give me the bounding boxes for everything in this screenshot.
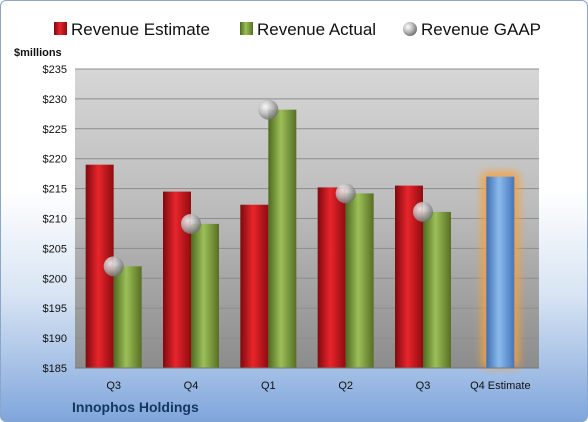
legend-label-revenue-actual: Revenue Actual (257, 20, 376, 39)
bar-revenue-actual (191, 223, 219, 368)
x-axis-ticks: Q3 Q4 Q1 Q2 Q3 Q4 Estimate (106, 380, 530, 392)
legend-item-revenue-actual: Revenue Actual (240, 20, 376, 39)
marker-revenue-gaap (103, 256, 124, 277)
x-tick-label: Q3 (106, 380, 121, 392)
legend: Revenue Estimate Revenue Actual Revenue … (54, 20, 541, 39)
y-tick-label: $220 (43, 154, 67, 166)
marker-revenue-gaap (413, 201, 433, 222)
y-tick-label: $235 (43, 64, 67, 76)
y-axis-ticks: $185 $190 $195 $200 $205 $210 $215 $220 $225 $230… (43, 64, 67, 375)
legend-item-revenue-estimate: Revenue Estimate (54, 20, 210, 39)
y-tick-label: $200 (43, 273, 67, 285)
marker-revenue-gaap (258, 99, 279, 120)
legend-label-revenue-gaap: Revenue GAAP (421, 20, 541, 39)
marker-revenue-gaap (335, 183, 356, 204)
y-tick-label: $190 (43, 333, 67, 345)
y-tick-label: $195 (43, 303, 67, 315)
gaap-markers (103, 99, 433, 277)
bar-q4-estimate (486, 176, 515, 368)
y-tick-label: $225 (43, 124, 67, 136)
x-tick-label: Q2 (338, 380, 353, 392)
bar-revenue-actual (268, 109, 297, 368)
bar-revenue-actual (423, 211, 451, 368)
bar-revenue-estimate (317, 187, 346, 368)
y-tick-label: $185 (43, 363, 67, 375)
x-tick-label: Q4 Estimate (470, 380, 531, 392)
y-tick-label: $215 (43, 184, 67, 196)
x-tick-label: Q1 (261, 380, 276, 392)
gridlines (75, 68, 539, 369)
legend-swatch-revenue-estimate (54, 22, 67, 35)
bar-revenue-actual (113, 266, 142, 368)
x-tick-label: Q3 (416, 380, 431, 392)
bar-revenue-estimate (240, 204, 269, 368)
bar-revenue-actual (345, 193, 374, 368)
y-tick-label: $230 (43, 94, 67, 106)
legend-swatch-revenue-actual (240, 22, 253, 35)
y-tick-label: $205 (43, 243, 67, 255)
y-tick-label: $210 (43, 214, 67, 226)
marker-revenue-gaap (181, 213, 201, 234)
legend-item-revenue-gaap: Revenue GAAP (403, 20, 541, 39)
legend-label-revenue-estimate: Revenue Estimate (71, 20, 210, 39)
x-tick-label: Q4 (184, 380, 199, 392)
legend-marker-revenue-gaap (403, 22, 417, 36)
bars (85, 109, 515, 368)
company-name: Innophos Holdings (72, 399, 199, 415)
y-axis-unit-label: $millions (14, 47, 62, 59)
